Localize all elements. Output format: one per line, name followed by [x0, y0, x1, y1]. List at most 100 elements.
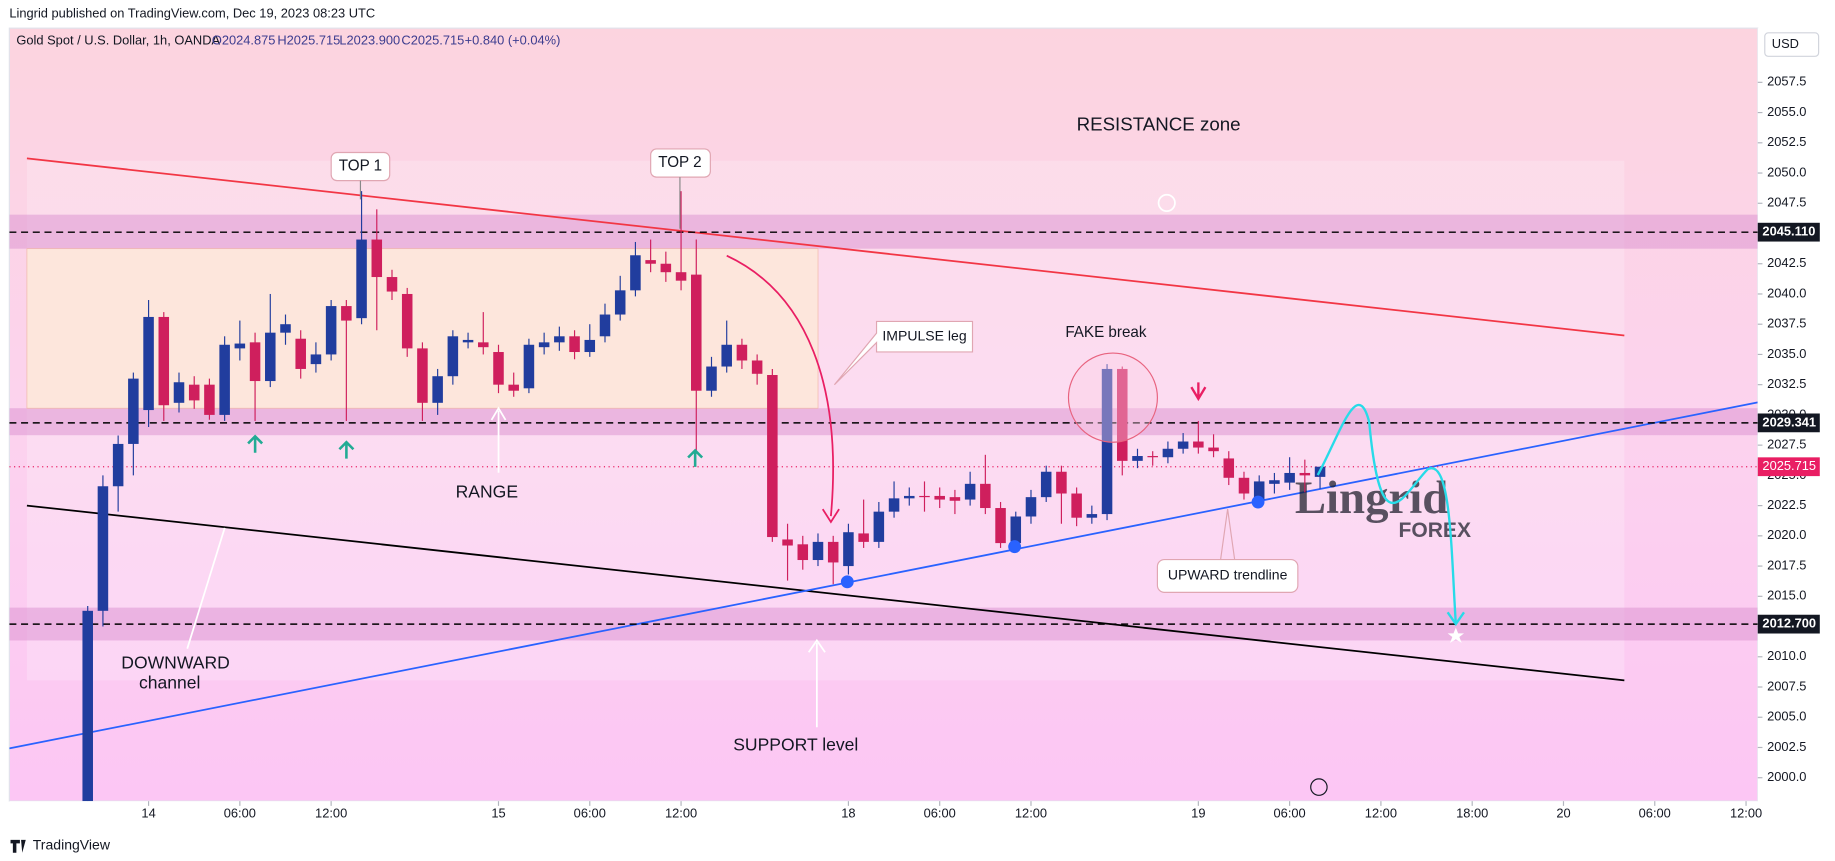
channel-bottom: [26, 504, 1625, 682]
candle-body: [265, 332, 276, 382]
x-tick-label: 19: [1191, 805, 1205, 820]
annotations: RESISTANCE zone TOP 1 TOP 2 IMPULSE leg …: [121, 113, 1465, 796]
candle-body: [584, 339, 596, 353]
footer: TradingView: [33, 836, 111, 852]
ohlc-open: O2024.875: [212, 32, 276, 47]
candle-body: [736, 344, 748, 361]
x-tick-label: 12:00: [1730, 805, 1762, 820]
y-tick-label: 2015.0: [1767, 588, 1806, 603]
candle-body: [1056, 471, 1067, 494]
impulse-arrow: [726, 254, 834, 517]
arrowhead: [490, 406, 507, 421]
y-tick-label: 2057.5: [1767, 74, 1806, 89]
y-tick-label: 2000.0: [1767, 769, 1806, 784]
candle-body: [173, 382, 185, 403]
callout-pointer: [1220, 509, 1236, 560]
candle-body: [508, 384, 519, 391]
candle-body: [919, 495, 930, 498]
annotation: UPWARD trendline: [1168, 567, 1288, 583]
annotation: RANGE: [456, 481, 518, 501]
annotation: channel: [139, 673, 200, 693]
y-tick-label: 2007.5: [1767, 678, 1806, 693]
last-price-box: [1757, 457, 1820, 477]
x-tick-label: 18:00: [1456, 805, 1488, 820]
candle-body: [371, 239, 383, 278]
time-axis: [9, 801, 1758, 829]
candle-body: [234, 343, 246, 349]
watermark: FOREX: [1398, 519, 1471, 542]
axes: 2000.02002.52005.02007.52010.02012.52015…: [141, 74, 1820, 820]
candle-body: [128, 378, 139, 444]
down-arrow: [1190, 382, 1207, 402]
y-tick-label: 2002.5: [1767, 739, 1806, 754]
candle-body: [1208, 447, 1219, 452]
symbol: Gold Spot / U.S. Dollar, 1h, OANDA: [16, 32, 220, 47]
ohlc-high: H2025.715: [277, 32, 340, 47]
level-label-box: [1757, 413, 1820, 433]
x-tick-label: 18: [841, 805, 855, 820]
y-tick-label: 2055.0: [1767, 104, 1806, 119]
x-tick-label: 20: [1556, 805, 1570, 820]
candle-body: [1025, 497, 1037, 517]
x-tick-label: 06:00: [1639, 805, 1671, 820]
candle-body: [888, 498, 900, 512]
arrowhead: [807, 638, 826, 653]
y-tick-label: 2017.5: [1767, 557, 1806, 572]
x-tick-label: 12:00: [315, 805, 347, 820]
candle-body: [1193, 441, 1204, 448]
candle-body: [721, 344, 732, 367]
level-label: 2045.110: [1762, 224, 1815, 239]
candle-body: [843, 532, 854, 567]
y-tick-label: 2042.5: [1767, 255, 1806, 270]
candle-body: [569, 336, 580, 353]
candle-body: [1132, 456, 1143, 461]
candle-body: [1071, 493, 1082, 518]
candle-body: [767, 374, 778, 538]
candle-body: [432, 376, 443, 403]
ohlc-low: L2023.900: [339, 32, 400, 47]
candle-body: [1010, 516, 1022, 544]
candle-body: [112, 443, 124, 487]
y-tick-label: 2050.0: [1767, 164, 1806, 179]
candle-body: [645, 260, 656, 264]
candle-body: [188, 384, 200, 401]
annotation: RESISTANCE zone: [1077, 113, 1241, 134]
candle-body: [1269, 480, 1280, 484]
candle-body: [204, 384, 215, 415]
range-band: [9, 408, 1758, 436]
candle-body: [417, 348, 428, 403]
y-tick-label: 2040.0: [1767, 285, 1806, 300]
candle-body: [1086, 514, 1098, 518]
channel-top: [26, 157, 1625, 337]
up-arrows: [247, 434, 704, 467]
candle-body: [523, 344, 535, 389]
icon: [1157, 193, 1176, 213]
candle-body: [280, 324, 291, 333]
drawings: Lingrid FOREX: [9, 157, 1758, 750]
annotation: IMPULSE leg: [882, 327, 966, 343]
logo: [10, 839, 26, 853]
y-tick-label: 2047.5: [1767, 195, 1806, 210]
candle-body: [995, 508, 1006, 544]
candle-body: [295, 338, 306, 369]
annotation: FAKE break: [1065, 324, 1147, 341]
candle-body: [356, 239, 367, 319]
published-note: Lingrid published on TradingView.com, De…: [9, 5, 375, 20]
candle-body: [706, 366, 717, 391]
candle-body: [599, 314, 611, 337]
candle-body: [219, 344, 230, 415]
level-label-box: [1757, 222, 1820, 242]
candle-body: [1238, 477, 1250, 494]
candle-body: [493, 352, 504, 385]
candle-body: [1299, 472, 1311, 476]
y-tick-label: 2037.5: [1767, 316, 1806, 331]
candle-body: [949, 497, 961, 501]
level-label: 2012.700: [1762, 616, 1816, 631]
currency-button[interactable]: [1764, 32, 1820, 57]
ohlc-close: C2025.715: [401, 32, 464, 47]
x-tick-label: 06:00: [924, 805, 956, 820]
candle-body: [934, 495, 945, 500]
candle-body: [478, 342, 489, 348]
candle-body: [143, 316, 154, 411]
